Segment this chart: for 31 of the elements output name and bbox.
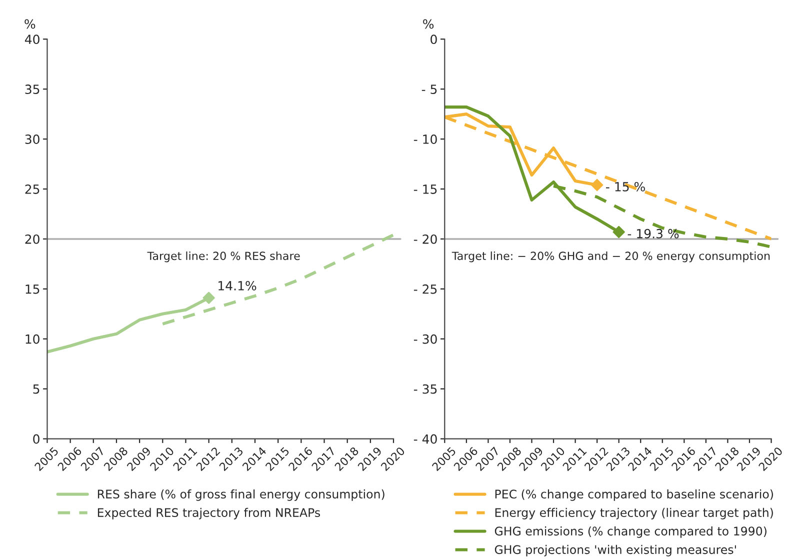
y-tick-label: - 40 xyxy=(414,434,437,444)
y-tick-label: 5 xyxy=(33,384,40,394)
y-tick-label: 15 xyxy=(26,284,40,294)
y-tick-label: - 10 xyxy=(414,134,437,144)
y-axis-title: % xyxy=(423,19,434,29)
y-tick-label: - 20 xyxy=(414,234,437,244)
legend-label: Energy efficiency trajectory (linear target path) xyxy=(495,508,773,520)
data-label: 14.1% xyxy=(218,280,256,290)
y-tick-label: 20 xyxy=(25,234,40,244)
y-tick-label: 10 xyxy=(26,334,40,344)
y-tick-label: 35 xyxy=(25,84,40,94)
y-tick-label: 30 xyxy=(25,134,40,144)
legend-label: GHG emissions (% change compared to 1990) xyxy=(494,526,766,538)
y-tick-label: 0 xyxy=(430,34,437,44)
ref-line-label: Target line: 20 % RES share xyxy=(147,251,300,262)
y-tick-label: - 25 xyxy=(414,284,437,294)
y-tick-label: 0 xyxy=(33,434,40,444)
legend-label: RES share (% of gross final energy consumption) xyxy=(98,489,384,501)
y-tick-label: - 5 xyxy=(422,84,437,94)
data-label: - 15 % xyxy=(606,182,645,192)
y-tick-label: 40 xyxy=(24,34,40,44)
y-tick-label: 25 xyxy=(25,184,40,194)
y-axis-title: % xyxy=(24,19,36,29)
ref-line-label: Target line: − 20% GHG and − 20 % energy consumption xyxy=(452,251,770,262)
legend-label: GHG projections 'with existing measures' xyxy=(494,544,736,556)
data-label: - 19.3 % xyxy=(628,228,679,238)
y-tick-label: - 30 xyxy=(414,334,437,344)
legend-label: PEC (% change compared to baseline scenario) xyxy=(495,489,773,501)
legend-label: Expected RES trajectory from NREAPs xyxy=(98,508,320,520)
y-tick-label: - 35 xyxy=(414,384,437,394)
y-tick-label: - 15 xyxy=(414,184,437,194)
